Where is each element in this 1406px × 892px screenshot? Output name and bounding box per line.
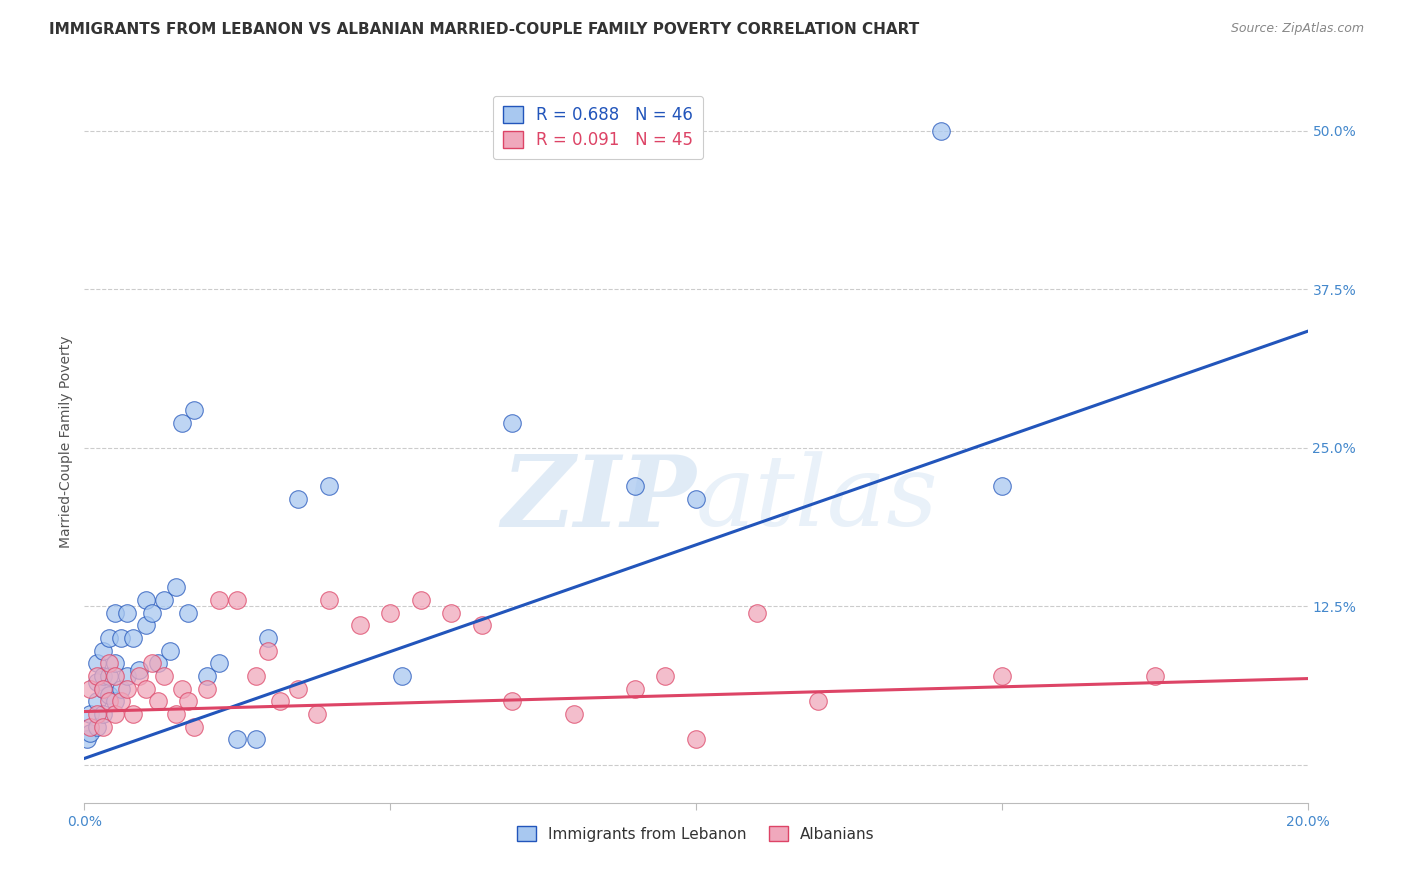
Point xyxy=(141,606,163,620)
Point xyxy=(115,681,138,696)
Point xyxy=(287,681,309,696)
Point xyxy=(135,681,157,696)
Point xyxy=(305,707,328,722)
Point xyxy=(141,657,163,671)
Point xyxy=(153,593,176,607)
Text: Source: ZipAtlas.com: Source: ZipAtlas.com xyxy=(1230,22,1364,36)
Point xyxy=(91,669,114,683)
Point xyxy=(502,416,524,430)
Point xyxy=(104,707,127,722)
Point xyxy=(165,707,187,722)
Point xyxy=(104,657,127,671)
Point xyxy=(97,631,120,645)
Point xyxy=(115,669,138,683)
Point xyxy=(991,479,1014,493)
Point xyxy=(807,694,830,708)
Point xyxy=(183,720,205,734)
Point xyxy=(86,657,108,671)
Point xyxy=(79,726,101,740)
Point xyxy=(172,681,194,696)
Point xyxy=(318,479,340,493)
Y-axis label: Married-Couple Family Poverty: Married-Couple Family Poverty xyxy=(59,335,73,548)
Point xyxy=(110,631,132,645)
Point xyxy=(269,694,291,708)
Text: ZIP: ZIP xyxy=(501,451,696,548)
Point xyxy=(208,657,231,671)
Legend: Immigrants from Lebanon, Albanians: Immigrants from Lebanon, Albanians xyxy=(510,818,882,849)
Point xyxy=(128,669,150,683)
Point xyxy=(318,593,340,607)
Point xyxy=(86,720,108,734)
Point xyxy=(226,732,249,747)
Point xyxy=(195,669,218,683)
Point xyxy=(91,681,114,696)
Point xyxy=(409,593,432,607)
Point xyxy=(146,694,169,708)
Point xyxy=(440,606,463,620)
Point xyxy=(91,707,114,722)
Point xyxy=(86,669,108,683)
Point xyxy=(685,732,707,747)
Point xyxy=(685,491,707,506)
Point xyxy=(172,416,194,430)
Point xyxy=(624,479,647,493)
Point xyxy=(183,402,205,417)
Point xyxy=(1143,669,1166,683)
Point xyxy=(177,694,200,708)
Point xyxy=(471,618,494,632)
Point xyxy=(104,694,127,708)
Point xyxy=(257,631,280,645)
Point xyxy=(929,124,952,138)
Point xyxy=(110,694,132,708)
Point xyxy=(79,707,101,722)
Point xyxy=(257,643,280,657)
Point xyxy=(79,681,101,696)
Point xyxy=(76,732,98,747)
Point xyxy=(245,669,267,683)
Text: atlas: atlas xyxy=(696,451,939,547)
Point xyxy=(165,580,187,594)
Point xyxy=(91,720,114,734)
Point xyxy=(97,657,120,671)
Point xyxy=(110,681,132,696)
Point xyxy=(86,694,108,708)
Point xyxy=(208,593,231,607)
Point xyxy=(159,643,181,657)
Point xyxy=(91,643,114,657)
Point xyxy=(177,606,200,620)
Point xyxy=(380,606,402,620)
Point xyxy=(135,618,157,632)
Point xyxy=(502,694,524,708)
Point xyxy=(115,606,138,620)
Point xyxy=(226,593,249,607)
Point xyxy=(97,688,120,702)
Point xyxy=(654,669,676,683)
Point xyxy=(128,663,150,677)
Point xyxy=(97,669,120,683)
Point xyxy=(991,669,1014,683)
Point xyxy=(245,732,267,747)
Point xyxy=(747,606,769,620)
Point xyxy=(287,491,309,506)
Point xyxy=(79,720,101,734)
Point xyxy=(122,631,145,645)
Point xyxy=(122,707,145,722)
Text: IMMIGRANTS FROM LEBANON VS ALBANIAN MARRIED-COUPLE FAMILY POVERTY CORRELATION CH: IMMIGRANTS FROM LEBANON VS ALBANIAN MARR… xyxy=(49,22,920,37)
Point xyxy=(86,707,108,722)
Point xyxy=(91,681,114,696)
Point xyxy=(562,707,585,722)
Point xyxy=(97,694,120,708)
Point xyxy=(135,593,157,607)
Point xyxy=(195,681,218,696)
Point xyxy=(86,675,108,690)
Point xyxy=(624,681,647,696)
Point xyxy=(153,669,176,683)
Point xyxy=(104,606,127,620)
Point xyxy=(104,669,127,683)
Point xyxy=(391,669,413,683)
Point xyxy=(349,618,371,632)
Point xyxy=(146,657,169,671)
